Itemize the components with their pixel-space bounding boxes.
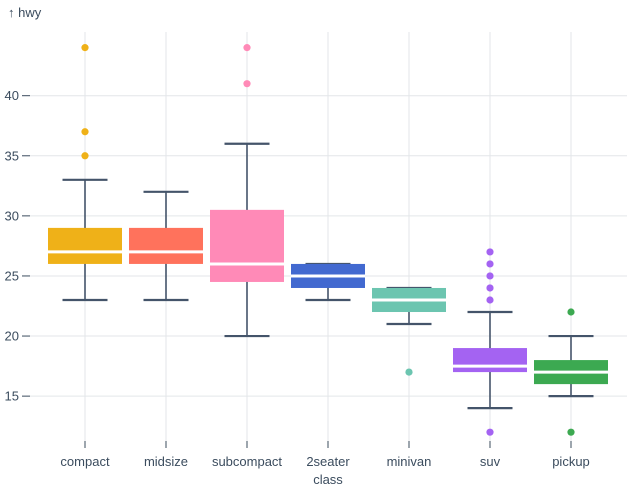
box: [48, 227, 122, 264]
outlier-dot: [81, 44, 89, 52]
x-category-label: compact: [60, 454, 110, 469]
outlier-dot: [81, 128, 89, 136]
outlier-dot: [81, 152, 89, 160]
y-tick-label: 30: [5, 208, 19, 223]
outlier-dot: [243, 44, 251, 52]
x-category-label: midsize: [144, 454, 188, 469]
outlier-dot: [486, 248, 494, 256]
x-category-label: subcompact: [212, 454, 282, 469]
y-tick-label: 15: [5, 389, 19, 404]
y-tick-label: 40: [5, 88, 19, 103]
outlier-dot: [405, 368, 413, 376]
outlier-dot: [567, 428, 575, 436]
box-group-2seater: [291, 262, 365, 302]
box: [129, 227, 203, 264]
y-axis-title: ↑ hwy: [8, 5, 42, 20]
x-category-label: pickup: [552, 454, 590, 469]
outlier-dot: [486, 296, 494, 304]
outlier-dot: [486, 260, 494, 268]
box-group-compact: [48, 44, 122, 302]
box-group-subcompact: [210, 44, 284, 338]
box-group-midsize: [129, 190, 203, 302]
box-group-suv: [453, 248, 527, 436]
outlier-dot: [486, 428, 494, 436]
outlier-dot: [243, 80, 251, 88]
x-category-label: minivan: [387, 454, 432, 469]
outlier-dot: [486, 284, 494, 292]
y-tick-label: 35: [5, 148, 19, 163]
y-tick-label: 20: [5, 329, 19, 344]
box: [453, 348, 527, 373]
box-group-pickup: [534, 308, 608, 436]
box-group-minivan: [372, 286, 446, 376]
x-axis-title: class: [313, 472, 343, 487]
x-category-label: 2seater: [306, 454, 350, 469]
y-tick-label: 25: [5, 268, 19, 283]
outlier-dot: [567, 308, 575, 316]
outlier-dot: [486, 272, 494, 280]
box: [210, 209, 284, 282]
x-category-label: suv: [480, 454, 501, 469]
